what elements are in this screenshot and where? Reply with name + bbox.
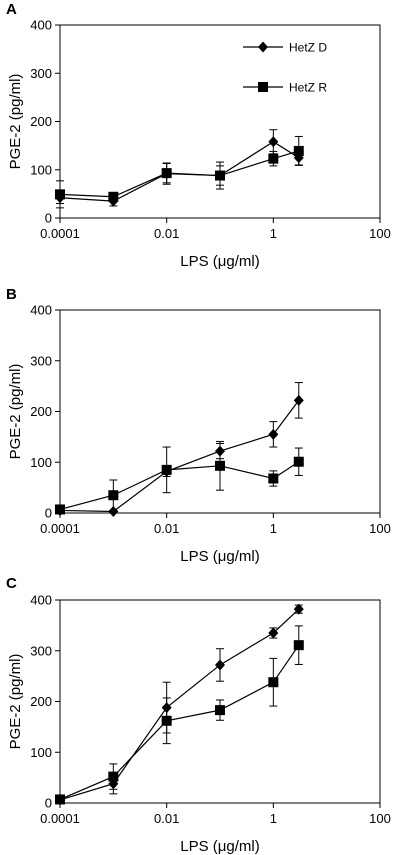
data-point-square xyxy=(161,168,172,179)
x-tick-label: 100 xyxy=(369,521,391,536)
data-point-square xyxy=(215,705,225,716)
y-tick-label: 100 xyxy=(30,745,52,760)
data-point-square xyxy=(108,771,119,782)
y-tick-label: 400 xyxy=(30,593,52,608)
data-point-square xyxy=(55,504,65,515)
data-point-square xyxy=(268,677,279,688)
data-point-square xyxy=(268,473,279,484)
data-point-diamond xyxy=(293,603,304,615)
panel-label: C xyxy=(6,575,17,592)
x-tick-label: 0.01 xyxy=(154,811,179,826)
y-tick-label: 400 xyxy=(30,18,52,33)
x-tick-label: 100 xyxy=(369,226,391,241)
panel-label: A xyxy=(6,1,17,18)
x-axis-label: LPS (μg/ml) xyxy=(180,838,260,855)
y-tick-label: 300 xyxy=(30,353,52,368)
y-axis-label: PGE-2 (pg/ml) xyxy=(7,74,24,170)
panel-label: B xyxy=(6,286,17,303)
y-tick-label: 200 xyxy=(30,404,52,419)
data-point-diamond xyxy=(293,394,304,406)
data-point-square xyxy=(268,153,279,164)
x-axis-label: LPS (μg/ml) xyxy=(180,253,260,270)
legend-marker-diamond xyxy=(258,41,268,53)
legend-label: HetZ R xyxy=(289,81,327,95)
data-point-diamond xyxy=(215,659,225,671)
series-line-diamond xyxy=(59,608,300,801)
y-tick-label: 100 xyxy=(30,162,52,177)
y-tick-label: 0 xyxy=(45,796,52,811)
y-tick-label: 0 xyxy=(45,211,52,226)
chart-b-svg: B 0 100 200 300 400 0.0001 0.01 1 100 LPS (μg/ml) P… xyxy=(6,286,391,565)
x-tick-label: 0.0001 xyxy=(40,521,80,536)
y-tick-label: 200 xyxy=(30,694,52,709)
data-point-square xyxy=(108,191,119,202)
legend-marker-square xyxy=(258,82,268,92)
data-point-square xyxy=(55,189,65,200)
data-point-square xyxy=(55,794,65,805)
data-point-square xyxy=(293,640,304,651)
chart-panel-c: C 0 100 200 300 400 0.0001 0.01 1 100 LPS (μg/ml) P… xyxy=(0,570,400,855)
x-tick-label: 0.0001 xyxy=(40,811,80,826)
data-point-diamond xyxy=(108,505,119,517)
data-point-square xyxy=(215,170,225,181)
data-point-square xyxy=(293,456,304,467)
data-point-square xyxy=(161,715,172,726)
data-point-square xyxy=(215,460,225,471)
x-tick-label: 1 xyxy=(270,521,277,536)
y-axis-label: PGE-2 (pg/ml) xyxy=(7,364,24,460)
legend-label: HetZ D xyxy=(289,41,327,55)
x-axis-label: LPS (μg/ml) xyxy=(180,548,260,565)
data-point-square xyxy=(108,490,119,501)
x-tick-label: 1 xyxy=(270,226,277,241)
chart-panel-a: A 0 100 200 300 400 0.0001 0.01 1 100 LPS (μg/ml) P… xyxy=(0,0,400,285)
x-tick-label: 0.01 xyxy=(154,226,179,241)
data-point-square xyxy=(161,464,172,475)
y-axis-label: PGE-2 (pg/ml) xyxy=(7,654,24,750)
chart-panel-b: B 0 100 200 300 400 0.0001 0.01 1 100 LPS (μg/ml) P… xyxy=(0,285,400,570)
x-tick-label: 0.0001 xyxy=(40,226,80,241)
x-tick-label: 100 xyxy=(369,811,391,826)
data-point-square xyxy=(293,145,304,156)
y-tick-label: 400 xyxy=(30,303,52,318)
chart-c-svg: C 0 100 200 300 400 0.0001 0.01 1 100 LPS (μg/ml) P… xyxy=(6,575,391,855)
y-tick-label: 300 xyxy=(30,66,52,81)
x-tick-label: 0.01 xyxy=(154,521,179,536)
series-line-square xyxy=(59,461,300,511)
data-point-diamond xyxy=(268,428,279,440)
x-tick-label: 1 xyxy=(270,811,277,826)
data-point-diamond xyxy=(268,136,279,148)
y-tick-label: 0 xyxy=(45,506,52,521)
data-point-diamond xyxy=(268,627,279,639)
series-line-square xyxy=(59,150,299,198)
y-tick-label: 200 xyxy=(30,114,52,129)
y-tick-label: 300 xyxy=(30,643,52,658)
series-line-diamond xyxy=(59,399,300,513)
series-line-diamond xyxy=(59,141,300,202)
chart-a-svg: A 0 100 200 300 400 0.0001 0.01 1 100 LPS (μg/ml) P… xyxy=(6,1,391,270)
series-line-square xyxy=(59,644,300,800)
y-tick-label: 100 xyxy=(30,455,52,470)
